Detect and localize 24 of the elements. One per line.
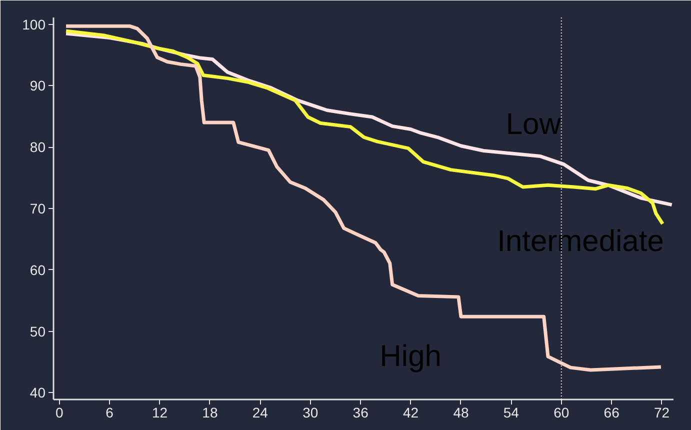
y-tick-label: 100: [22, 16, 46, 32]
y-tick-label: 60: [30, 262, 46, 278]
x-tick-label: 72: [654, 404, 670, 420]
x-tick-label: 48: [453, 404, 469, 420]
y-tick-label: 80: [30, 139, 46, 156]
series-label: High: [380, 340, 442, 373]
x-tick-label: 24: [252, 404, 268, 420]
x-tick-label: 18: [202, 404, 218, 420]
series-label: Intermediate: [497, 225, 664, 258]
y-tick-label: 90: [30, 78, 46, 94]
x-tick-label: 12: [152, 404, 168, 420]
y-tick-label: 70: [30, 200, 46, 216]
x-tick-label: 66: [604, 404, 620, 420]
x-tick-label: 0: [55, 404, 64, 420]
x-tick-label: 36: [352, 404, 369, 420]
y-tick-label: 40: [30, 384, 46, 401]
x-tick-label: 6: [106, 404, 114, 420]
x-tick-label: 30: [302, 404, 318, 420]
series-label: Low: [506, 108, 562, 142]
x-tick-label: 54: [503, 404, 520, 420]
x-tick-label: 60: [554, 404, 570, 420]
y-tick-label: 50: [30, 323, 46, 340]
line-series: [64, 24, 663, 372]
x-tick-label: 42: [402, 404, 419, 420]
